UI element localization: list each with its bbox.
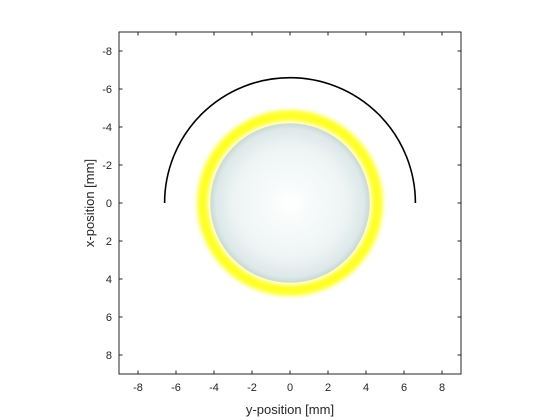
y-axis-label: x-position [mm] xyxy=(82,159,97,247)
y-tick-label: -6 xyxy=(102,84,112,96)
x-tick-label: 4 xyxy=(363,382,369,394)
y-tick-label: 6 xyxy=(106,312,112,324)
y-tick-label: 2 xyxy=(106,236,112,248)
y-tick-label: -8 xyxy=(102,46,112,58)
x-tick-label: 0 xyxy=(287,382,293,394)
axis-ticks: -8 -6 -4 -2 0 2 4 6 8 -8 -6 -4 -2 0 2 4 6 8 xyxy=(102,32,461,394)
ring-mark xyxy=(197,110,383,296)
x-tick-label: 6 xyxy=(401,382,407,394)
x-tick-label: 2 xyxy=(325,382,331,394)
x-tick-label: -6 xyxy=(171,382,181,394)
x-tick-label: -4 xyxy=(209,382,219,394)
y-tick-label: 8 xyxy=(106,350,112,362)
arc-mark xyxy=(163,76,417,204)
x-axis-label: y-position [mm] xyxy=(246,402,334,417)
x-tick-label: -8 xyxy=(133,382,143,394)
y-tick-label: -2 xyxy=(102,160,112,172)
y-tick-label: -4 xyxy=(102,122,112,134)
x-tick-label: -2 xyxy=(247,382,257,394)
plot-marks xyxy=(163,76,417,296)
y-tick-label: 4 xyxy=(106,274,112,286)
disk-mark xyxy=(210,123,370,283)
y-tick-label: 0 xyxy=(106,198,112,210)
x-tick-label: 8 xyxy=(439,382,445,394)
